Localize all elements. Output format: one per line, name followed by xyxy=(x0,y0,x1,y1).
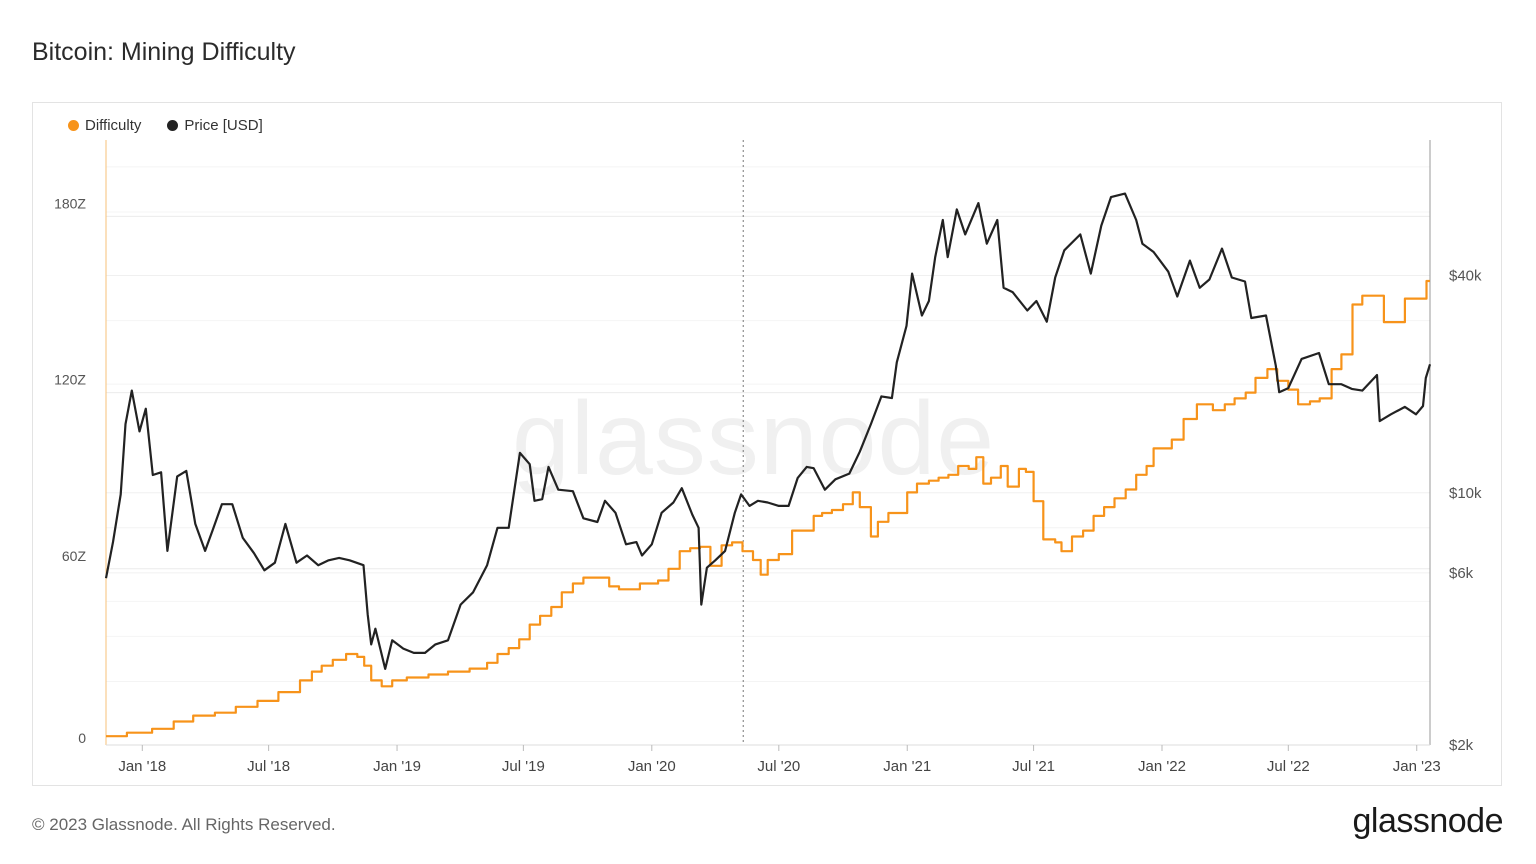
legend-label-difficulty: Difficulty xyxy=(85,117,142,134)
x-tick-label: Jan '23 xyxy=(1393,758,1441,775)
copyright-text: © 2023 Glassnode. All Rights Reserved. xyxy=(32,815,336,834)
x-tick-label: Jul '18 xyxy=(247,758,290,775)
grid-lines xyxy=(106,166,1430,746)
x-tick-label: Jul '19 xyxy=(502,758,545,775)
y-left-tick-label: 120Z xyxy=(54,372,86,388)
x-tick-label: Jan '20 xyxy=(628,758,676,775)
legend-item-difficulty[interactable]: Difficulty xyxy=(68,117,141,134)
difficulty-line xyxy=(106,279,1430,738)
legend-dot-difficulty xyxy=(68,120,79,131)
page-title: Bitcoin: Mining Difficulty xyxy=(32,38,296,66)
y-right-tick-label: $10k xyxy=(1449,485,1482,502)
y-right-tick-label: $6k xyxy=(1449,565,1474,582)
legend: Difficulty Price [USD] xyxy=(68,117,263,134)
y-left-tick-label: 60Z xyxy=(62,548,87,564)
tick-labels: Jan '18 Jul '18 Jan '19 Jul '19 Jan '20 Jul '… xyxy=(54,195,1482,775)
axes xyxy=(105,140,1431,746)
y-left-tick-label: 0 xyxy=(78,730,86,746)
x-tick-label: Jul '20 xyxy=(757,758,800,775)
x-tick-label: Jan '19 xyxy=(373,758,421,775)
legend-label-price: Price [USD] xyxy=(184,117,263,134)
legend-dot-price xyxy=(167,120,179,131)
x-tick-label: Jul '22 xyxy=(1267,758,1310,775)
x-tick-label: Jul '21 xyxy=(1012,758,1055,775)
x-tick-label: Jan '22 xyxy=(1138,758,1186,775)
series-lines xyxy=(104,192,1432,738)
x-tick-label: Jan '18 xyxy=(118,758,166,775)
price-line xyxy=(104,192,1432,670)
y-right-tick-label: $40k xyxy=(1449,268,1482,285)
x-tick-label: Jan '21 xyxy=(883,758,931,775)
y-left-tick-label: 180Z xyxy=(54,195,86,211)
legend-item-price[interactable]: Price [USD] xyxy=(167,117,263,134)
y-right-tick-label: $2k xyxy=(1449,737,1474,754)
glassnode-logo[interactable]: glassnode xyxy=(1352,802,1503,840)
